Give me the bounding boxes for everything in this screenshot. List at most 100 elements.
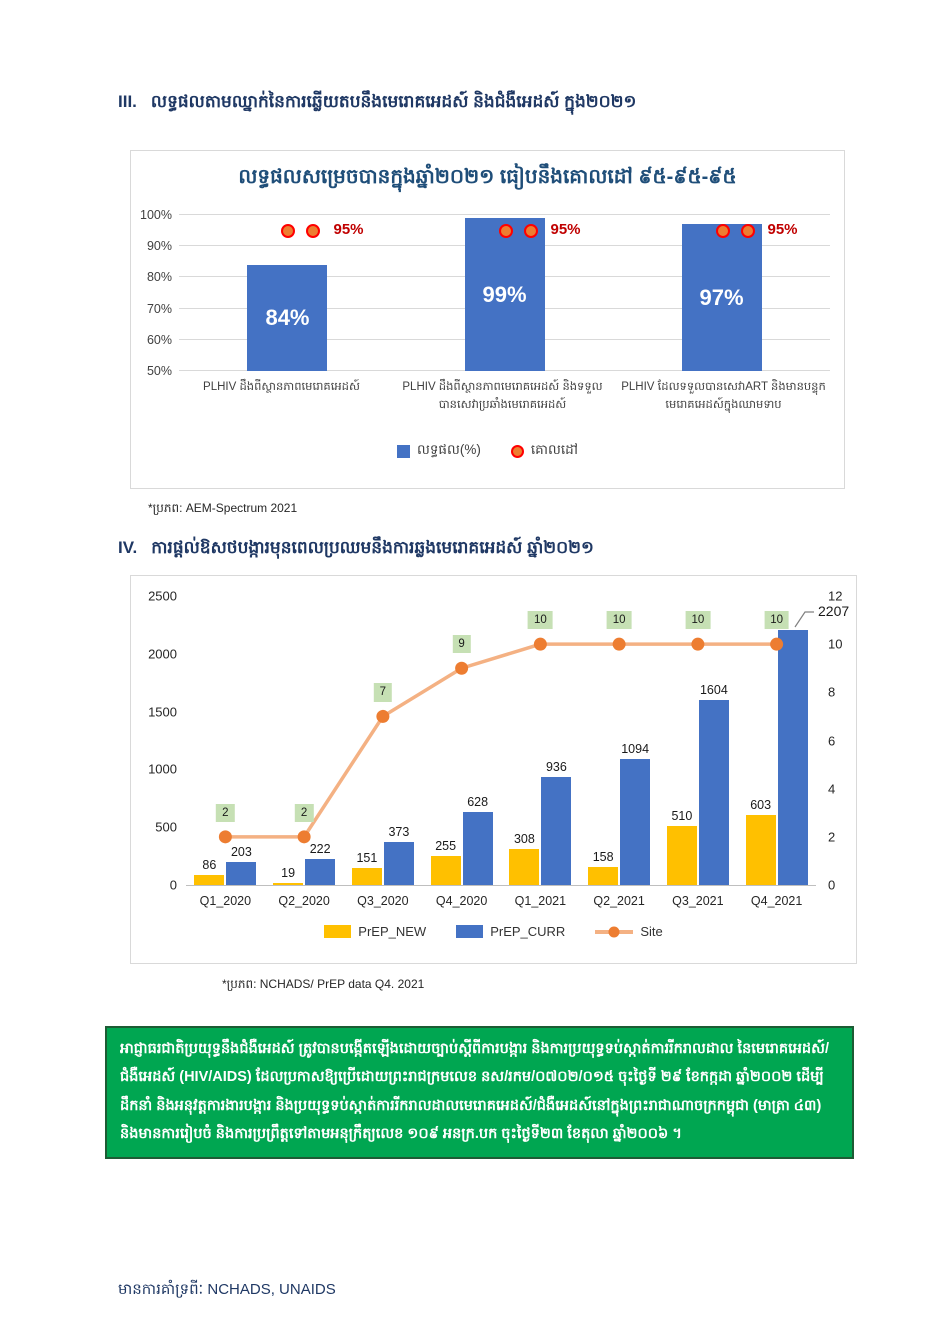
bar-value-label: 308 xyxy=(513,832,535,847)
bar-value-label: 222 xyxy=(309,842,331,857)
callout-leader-line xyxy=(794,611,814,628)
source-note-2: *ប្រភព: NCHADS/ PrEP data Q4. 2021 xyxy=(222,977,425,991)
chart2-legend: PrEP_NEW PrEP_CURR Site xyxy=(131,924,856,939)
category-label: Q4_2021 xyxy=(750,894,803,908)
target-dot xyxy=(523,223,538,238)
bar-value-label: 99% xyxy=(482,281,527,307)
section-4-heading: IV. ការផ្តល់ឱសថបង្ការមុនពេលប្រឈមនឹងការឆ្… xyxy=(118,536,858,561)
section-3-title: លទ្ធផលតាមឈ្នាក់នៃការឆ្លើយតបនឹងមេរោគអេដស៍… xyxy=(150,92,637,111)
prep_curr-bar xyxy=(698,699,729,885)
category-label: Q2_2021 xyxy=(593,894,645,908)
legend-square-swatch xyxy=(397,444,410,458)
result-bar: 84% xyxy=(247,264,328,371)
prep_new-bar xyxy=(351,867,382,885)
left-axis-tick-label: 500 xyxy=(155,819,177,835)
site-marker xyxy=(297,830,311,844)
legend-label: PrEP_CURR xyxy=(490,924,566,939)
target-dot xyxy=(281,223,296,238)
legend-label: Site xyxy=(640,924,663,939)
category-label: Q3_2020 xyxy=(357,894,409,908)
legend-bar-swatch xyxy=(456,925,484,938)
legend-item: PrEP_CURR xyxy=(456,924,565,939)
site-value-label: 10 xyxy=(606,611,632,630)
prep_curr-bar xyxy=(383,841,414,885)
target-dot xyxy=(740,223,755,238)
target-value-label: 95% xyxy=(767,220,798,238)
notice-box: អាជ្ញាធរជាតិប្រយុទ្ធនឹងជំងឺអេដស៍ ត្រូវបា… xyxy=(105,1026,854,1160)
legend-label: PrEP_NEW xyxy=(358,924,427,939)
target-dot xyxy=(715,223,730,238)
site-marker xyxy=(770,637,784,651)
bar-value-label: 203 xyxy=(230,844,252,859)
target-value-label: 95% xyxy=(550,220,581,238)
target-dot xyxy=(306,223,321,238)
chart2-category-labels: Q1_2020 Q2_2020 Q3_2020 Q4_2020 Q1_2021 Q2_20… xyxy=(186,894,816,908)
y-axis-tick-label: 50% xyxy=(146,364,172,378)
bar-value-label: 158 xyxy=(592,849,614,864)
legend-item: Site xyxy=(595,924,663,939)
site-value-label: 2 xyxy=(216,803,235,822)
result-bar: 99% xyxy=(464,218,545,371)
notice-line: ជំងឺអេដស៍ (HIV/AIDS) ដែលប្រកាសឱ្យប្រើដោយ… xyxy=(120,1069,824,1086)
section-3-heading: III. លទ្ធផលតាមឈ្នាក់នៃការឆ្លើយតបនឹងមេរោគ… xyxy=(118,90,858,115)
callout-value-label: 2207 xyxy=(818,603,850,619)
notice-line: និងមានការរៀបចំ និងការប្រព្រឹត្តទៅតាមអនុក… xyxy=(120,1125,682,1142)
bar-value-label: 84% xyxy=(265,304,310,330)
left-axis-tick-label: 2500 xyxy=(148,588,177,604)
left-axis-tick-label: 1000 xyxy=(148,761,177,777)
site-value-label: 10 xyxy=(685,611,711,630)
site-value-label: 10 xyxy=(764,611,790,630)
bar-value-label: 628 xyxy=(467,795,489,810)
bar-value-label: 1094 xyxy=(621,741,650,756)
y-axis-tick-label: 100% xyxy=(140,208,172,222)
chart1-plot-area: 50% 60% 70% 80% 90% 100% 84% 95% 99% 95% 97% 95% xyxy=(140,208,830,378)
left-axis-tick-label: 2000 xyxy=(148,646,177,662)
category-label: PLHIV ដឹងពីស្ថានភាពមេរោគអេដស៍ និងទទួលបាន… xyxy=(402,381,603,411)
legend-label: លទ្ធផល(%) xyxy=(417,442,481,457)
bar-value-label: 151 xyxy=(356,850,378,865)
section-3-number: III. xyxy=(118,92,137,111)
target-value-label: 95% xyxy=(333,220,364,238)
site-line-layer xyxy=(218,611,814,844)
right-axis-tick-label: 10 xyxy=(828,636,843,652)
category-label: Q3_2021 xyxy=(672,894,724,908)
bar-value-label: 19 xyxy=(281,865,296,880)
prep_new-bar xyxy=(273,882,304,885)
result-bar: 97% xyxy=(681,224,762,371)
legend-item: លទ្ធផល(%) xyxy=(397,441,481,461)
chart1-category-labels: PLHIV ដឹងពីស្ថានភាពមេរោគអេដស៍ PLHIV ដឹងពី… xyxy=(171,379,834,415)
left-axis-tick-label: 1500 xyxy=(148,704,177,720)
bar-value-label: 1604 xyxy=(699,682,728,697)
section-4-number: IV. xyxy=(118,538,138,557)
right-axis-tick-label: 8 xyxy=(828,684,836,700)
chart2-plot-area: 0 500 1000 1500 2000 2500 0 2 4 6 8 10 12 86 19 151 255 3… xyxy=(148,589,849,893)
bar-value-label: 86 xyxy=(202,858,217,873)
prep_curr-bar xyxy=(777,629,808,885)
prep_curr-bar xyxy=(305,859,336,885)
bar-value-label: 510 xyxy=(671,809,693,824)
source-note-1: *ប្រភព: AEM-Spectrum 2021 xyxy=(148,501,298,515)
y-axis-tick-label: 80% xyxy=(146,270,172,285)
right-axis-tick-label: 2 xyxy=(828,829,836,845)
right-axis-tick-label: 0 xyxy=(828,877,836,893)
category-label: Q4_2020 xyxy=(435,894,488,908)
site-value-label: 2 xyxy=(294,803,314,822)
site-marker xyxy=(691,637,705,651)
gridline xyxy=(179,214,830,215)
prep_curr-bar xyxy=(462,812,493,885)
section-4-title: ការផ្តល់ឱសថបង្ការមុនពេលប្រឈមនឹងការឆ្លងមេ… xyxy=(151,538,594,557)
legend-label: គោលដៅ xyxy=(530,442,578,457)
chart1-title: លទ្ធផលសម្រេចបានក្នុងឆ្នាំ២០២១ ធៀបនឹងគោលដ… xyxy=(238,166,737,188)
y-axis-tick-label: 70% xyxy=(146,301,172,316)
prep_curr-bar xyxy=(541,776,572,885)
y-axis-tick-label: 90% xyxy=(146,239,172,254)
notice-line: អាជ្ញាធរជាតិប្រយុទ្ធនឹងជំងឺអេដស៍ ត្រូវបា… xyxy=(120,1041,829,1057)
site-marker xyxy=(533,637,547,651)
prep_new-bar xyxy=(509,849,540,885)
site-value-label: 7 xyxy=(373,683,393,702)
legend-item: PrEP_NEW xyxy=(324,924,426,939)
right-axis-tick-label: 6 xyxy=(828,733,836,748)
prep_new-bar xyxy=(430,855,461,885)
site-line xyxy=(225,642,777,839)
